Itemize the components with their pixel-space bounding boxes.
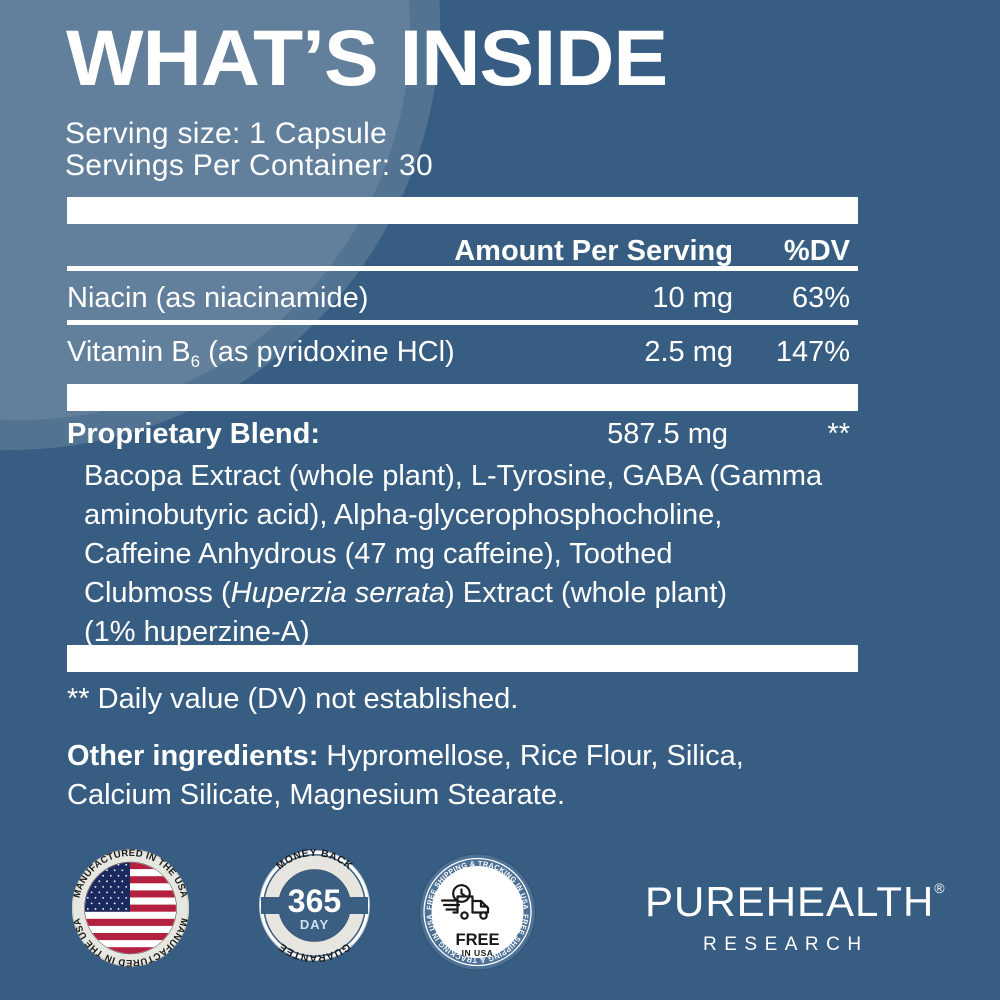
svg-text:IN USA: IN USA <box>462 948 494 958</box>
svg-text:365: 365 <box>288 883 341 919</box>
svg-text:FREE: FREE <box>455 931 499 949</box>
svg-text:DAY: DAY <box>300 917 329 932</box>
